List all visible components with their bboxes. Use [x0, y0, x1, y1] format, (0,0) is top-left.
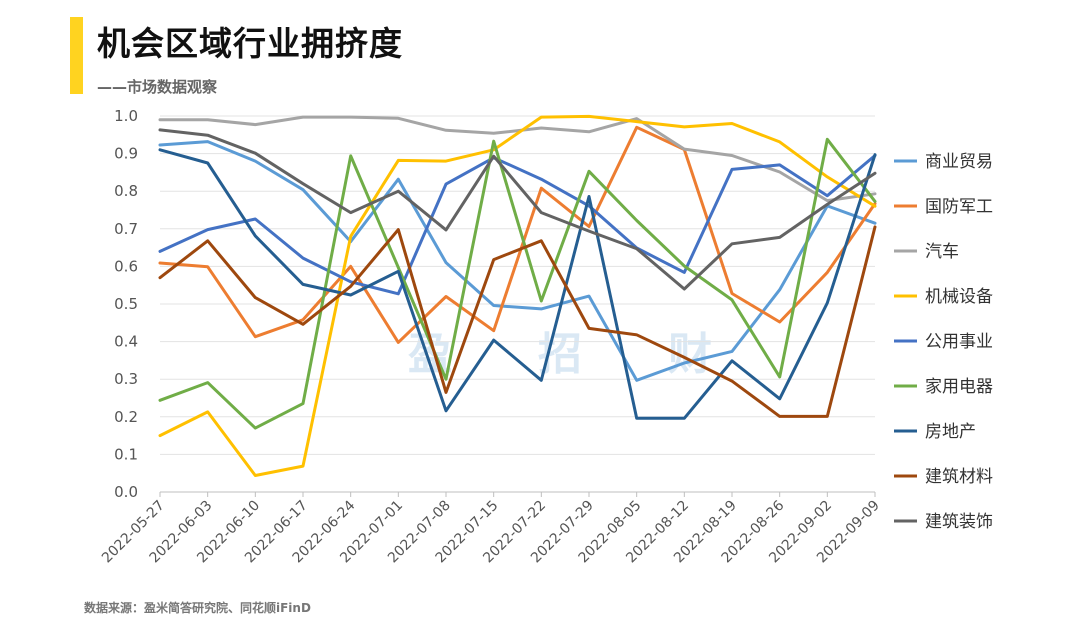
title-accent-bar	[70, 17, 83, 94]
series-line	[158, 115, 877, 203]
y-tick-label: 0.2	[114, 408, 138, 426]
y-tick-label: 0.4	[114, 333, 138, 351]
legend-label: 建筑装饰	[925, 512, 993, 532]
y-tick-label: 0.9	[114, 145, 138, 163]
series-lines	[158, 114, 877, 477]
series-line	[158, 154, 877, 296]
series-line	[158, 114, 877, 477]
legend-label: 机械设备	[925, 287, 993, 307]
legend-label: 建筑材料	[925, 467, 993, 487]
data-source-note: 数据来源：盈米简答研究院、同花顺iFinD	[84, 601, 311, 615]
y-tick-label: 0.6	[114, 257, 138, 275]
y-tick-label: 0.1	[114, 445, 138, 463]
y-tick-label: 0.5	[114, 295, 138, 313]
legend-label: 国防军工	[925, 197, 993, 217]
series-line	[158, 225, 877, 418]
page-subtitle: ——市场数据观察	[97, 78, 218, 96]
legend-label: 公用事业	[925, 332, 993, 352]
y-tick-label: 0.7	[114, 220, 138, 238]
watermark-char: 招	[538, 329, 582, 380]
y-tick-label: 0.3	[114, 370, 138, 388]
y-tick-label: 1.0	[114, 107, 138, 125]
series-line	[158, 148, 877, 420]
page-title: 机会区域行业拥挤度	[97, 24, 403, 63]
legend-label: 商业贸易	[925, 152, 993, 172]
series-line	[158, 140, 877, 382]
series-line	[158, 128, 877, 291]
series-line	[158, 125, 877, 344]
legend-label: 汽车	[925, 242, 959, 262]
legend-label: 家用电器	[925, 377, 993, 397]
y-tick-label: 0.0	[114, 483, 138, 501]
legend-label: 房地产	[925, 422, 976, 442]
series-line	[158, 137, 877, 430]
y-tick-label: 0.8	[114, 182, 138, 200]
